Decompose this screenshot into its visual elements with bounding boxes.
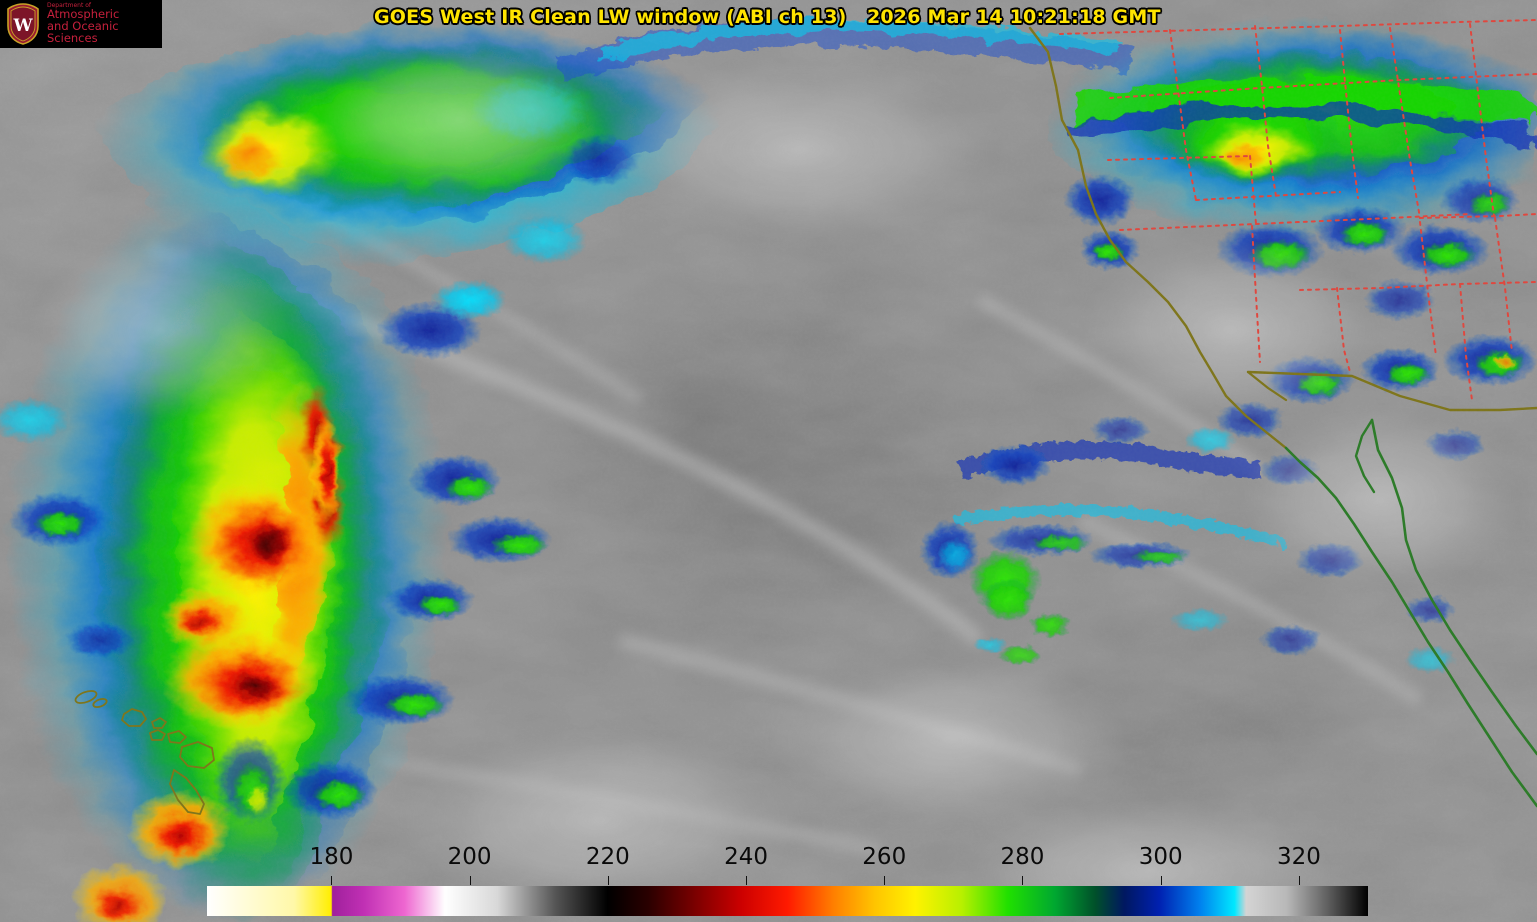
colorbar-tick-label: 180 — [309, 844, 354, 870]
colorbar-tick — [1022, 876, 1024, 885]
temperature-colorbar: 180 200 220 240 260 280 300 320 — [207, 844, 1368, 916]
logo-line-1: Atmospheric — [47, 7, 120, 22]
colorbar-tick — [1298, 876, 1300, 885]
colorbar-tick — [331, 876, 333, 885]
colorbar-tick-label: 220 — [585, 844, 630, 870]
colorbar-tick — [746, 876, 748, 885]
logo-line-2: and Oceanic Sciences — [47, 19, 119, 45]
colorbar-tick-label: 200 — [447, 844, 492, 870]
colorbar-tick — [884, 876, 886, 885]
svg-text:W: W — [12, 16, 33, 36]
logo-dept-line: Department of — [47, 2, 91, 10]
colorbar-tick-label: 240 — [724, 844, 768, 870]
colorbar-tick — [607, 876, 609, 885]
colorbar-tick-label: 280 — [1000, 844, 1045, 870]
colorbar-gradient — [207, 886, 1368, 916]
uw-aos-logo: W Department of Atmospheric and Oceanic … — [0, 0, 162, 48]
colorbar-tick — [469, 876, 471, 885]
colorbar-tick-label: 320 — [1276, 844, 1321, 870]
colorbar-tick-label: 260 — [862, 844, 907, 870]
uw-crest-icon: W — [7, 3, 39, 45]
colorbar-tick — [1160, 876, 1162, 885]
colorbar-tick-label: 300 — [1138, 844, 1183, 870]
